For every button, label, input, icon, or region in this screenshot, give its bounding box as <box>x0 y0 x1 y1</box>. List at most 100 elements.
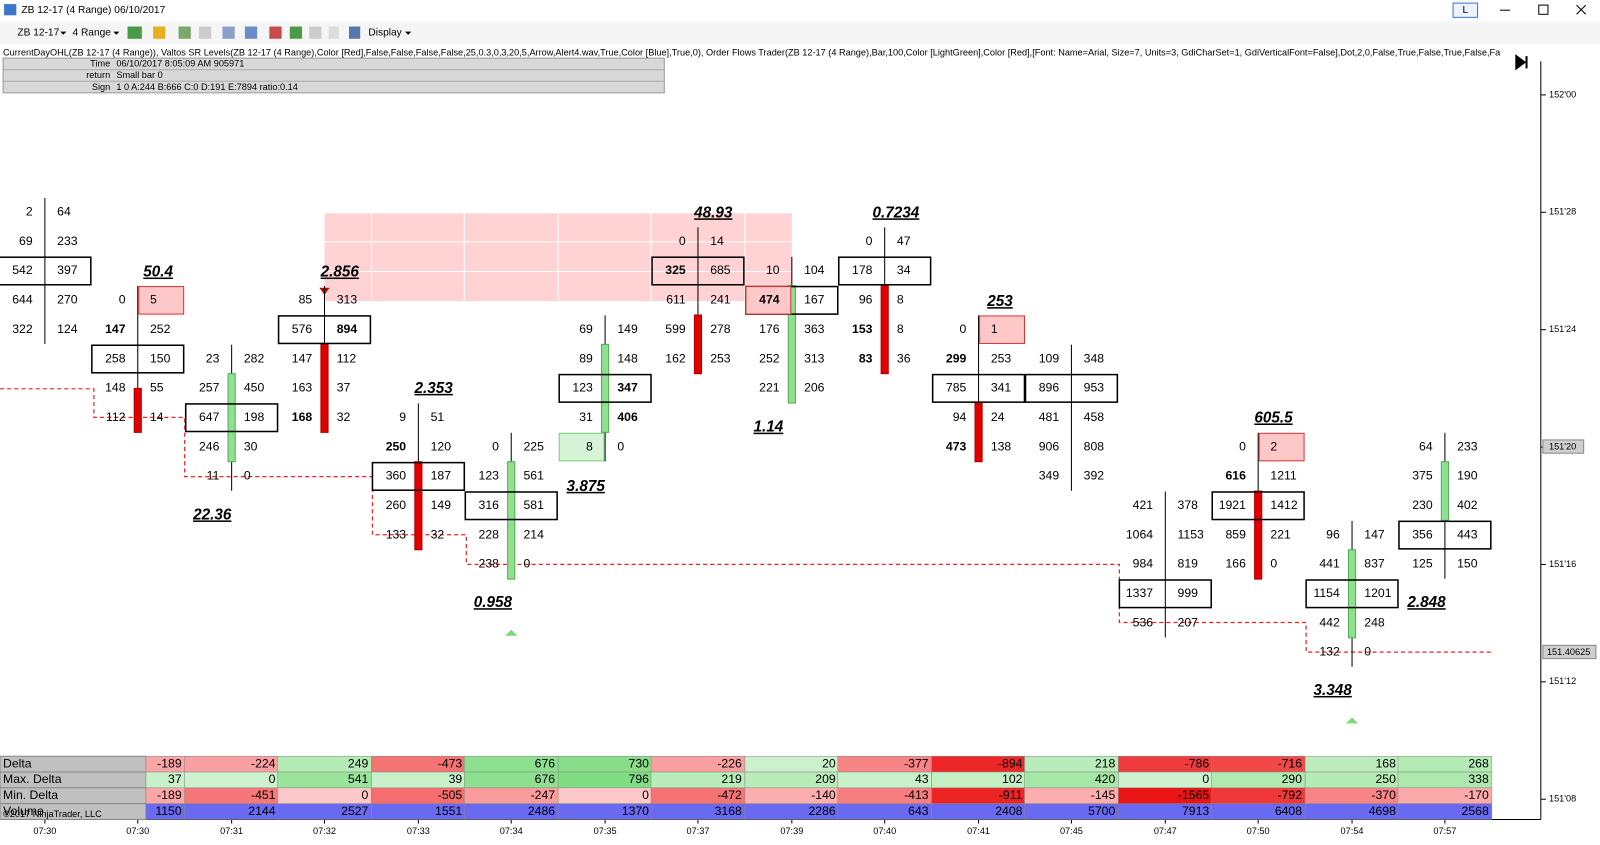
table-value: -473 <box>438 756 463 770</box>
poc-box <box>371 461 466 491</box>
time-label: 07:39 <box>780 826 803 836</box>
scroll-end-icon[interactable] <box>1515 54 1528 71</box>
copyright: ©2017 NinjaTrader, LLC <box>3 809 102 819</box>
table-value: 290 <box>1282 772 1303 786</box>
bid-volume: 906 <box>1039 439 1060 453</box>
candle-body <box>507 461 516 580</box>
bid-volume: 94 <box>953 410 967 424</box>
bid-volume: 481 <box>1039 410 1060 424</box>
table-cell <box>1397 803 1493 820</box>
time-label: 07:33 <box>407 826 430 836</box>
candle-body <box>601 343 610 433</box>
bid-volume: 31 <box>579 410 593 424</box>
bid-volume: 163 <box>292 381 313 395</box>
bid-volume: 984 <box>1133 557 1154 571</box>
bid-volume: 322 <box>12 322 33 336</box>
ask-volume: 187 <box>431 469 452 483</box>
ask-volume: 149 <box>617 322 638 336</box>
bid-volume: 474 <box>759 293 780 307</box>
candle-body <box>787 285 796 404</box>
table-value: 39 <box>449 772 463 786</box>
table-value: 2286 <box>808 804 835 818</box>
time-label: 07:54 <box>1341 826 1364 836</box>
poc-box <box>1305 579 1399 609</box>
bid-volume: 0 <box>1239 439 1246 453</box>
ask-volume: 1201 <box>1364 586 1391 600</box>
ask-volume: 150 <box>1457 557 1478 571</box>
bid-volume: 230 <box>1412 498 1433 512</box>
box-icon[interactable] <box>348 26 361 39</box>
ask-volume: 999 <box>1178 586 1199 600</box>
bid-volume: 1337 <box>1126 586 1153 600</box>
bid-volume: 133 <box>386 527 407 541</box>
ask-volume: 32 <box>337 410 351 424</box>
poc-box <box>91 344 185 374</box>
ask-volume: 253 <box>991 351 1012 365</box>
bid-volume: 542 <box>12 263 33 277</box>
ask-volume: 14 <box>710 234 724 248</box>
table-value: 168 <box>1375 756 1396 770</box>
toolbar-icons[interactable] <box>127 26 361 39</box>
ask-volume: 1 <box>991 322 998 336</box>
ask-volume: 561 <box>523 469 544 483</box>
app-icon <box>4 4 17 16</box>
ask-volume: 148 <box>617 351 638 365</box>
poc-box <box>1398 520 1492 550</box>
bid-volume: 85 <box>299 293 313 307</box>
bar-style-icon[interactable] <box>127 26 142 39</box>
pin-icon[interactable] <box>178 26 191 39</box>
strategy-icon[interactable] <box>269 26 282 39</box>
ask-volume: 221 <box>1270 527 1291 541</box>
ask-volume: 348 <box>1084 351 1105 365</box>
ask-volume: 581 <box>523 498 544 512</box>
time-label: 07:47 <box>1154 826 1177 836</box>
bid-volume: 153 <box>852 322 873 336</box>
bar-annotation: 605.5 <box>1254 409 1293 426</box>
table-value: 20 <box>822 756 836 770</box>
draw-icon[interactable] <box>153 26 166 39</box>
ask-volume: 5 <box>150 293 157 307</box>
ask-volume: 341 <box>991 381 1012 395</box>
properties-icon[interactable] <box>244 26 258 39</box>
data-icon[interactable] <box>328 26 339 39</box>
bid-volume: 176 <box>759 322 780 336</box>
price-tick-label: 152'00 <box>1549 89 1576 99</box>
bid-volume: 611 <box>666 293 686 307</box>
bid-volume: 616 <box>1225 469 1246 483</box>
bid-volume: 349 <box>1039 469 1060 483</box>
bid-volume: 89 <box>579 351 593 365</box>
period-selector[interactable]: 4 Range <box>72 27 111 38</box>
tool-icon[interactable] <box>198 26 212 39</box>
info-value: Small bar 0 <box>116 70 162 80</box>
bid-volume: 162 <box>665 351 686 365</box>
close-button[interactable] <box>1576 4 1587 15</box>
maximize-button[interactable] <box>1538 4 1549 15</box>
bid-volume: 647 <box>199 410 220 424</box>
signal-triangle <box>505 629 518 636</box>
table-value: -451 <box>251 788 276 802</box>
ask-volume: 253 <box>710 351 731 365</box>
indicator-icon[interactable] <box>289 26 303 39</box>
table-value: -247 <box>531 788 556 802</box>
display-menu[interactable]: Display <box>368 27 402 38</box>
link-button[interactable] <box>1452 2 1479 18</box>
ask-volume: 2 <box>1270 439 1277 453</box>
signal-triangle <box>1345 717 1359 724</box>
candle-body <box>320 343 329 433</box>
bid-volume: 178 <box>852 263 873 277</box>
bid-volume: 238 <box>479 557 500 571</box>
candle-body <box>974 402 983 463</box>
time-label: 07:35 <box>594 826 617 836</box>
last-price-label: 151.40625 <box>1547 647 1590 657</box>
template-icon[interactable] <box>309 26 322 39</box>
bid-volume: 258 <box>105 351 126 365</box>
instrument-selector[interactable]: ZB 12-17 <box>17 27 59 38</box>
ask-volume: 0 <box>1364 645 1371 659</box>
bar-annotation: 1.14 <box>753 419 783 436</box>
bid-volume: 64 <box>1419 439 1433 453</box>
ask-volume: 1211 <box>1270 469 1297 483</box>
link-button-label[interactable]: L <box>1462 5 1468 16</box>
bid-volume: 69 <box>19 234 33 248</box>
zoom-icon[interactable] <box>222 26 235 39</box>
price-tick-label: 151'12 <box>1549 676 1576 686</box>
